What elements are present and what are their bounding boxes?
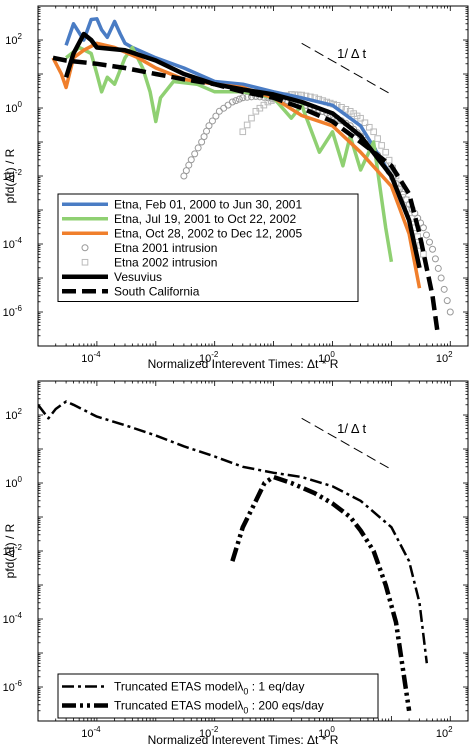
- series-group: [51, 17, 454, 331]
- y-tick-label: 100: [5, 100, 22, 115]
- series-0-3-marker: [205, 122, 213, 130]
- series-0-4-marker: [385, 156, 393, 164]
- series-0-3-marker: [224, 101, 232, 109]
- series-0-6-line: [52, 55, 440, 331]
- series-group: [38, 400, 429, 712]
- x-tick-label: 102: [436, 350, 453, 365]
- series-0-1-line: [65, 45, 394, 263]
- x-tick-label: 10-4: [81, 350, 101, 365]
- legend-entry-label: Truncated ETAS modelλ0 : 200 eqs/day: [114, 699, 324, 716]
- x-tick-label: 10-4: [81, 725, 101, 740]
- series-0-3-marker: [208, 117, 216, 125]
- series-0-4-marker: [243, 121, 251, 129]
- series-0-3-marker: [187, 156, 195, 164]
- legend-entry-label: Vesuvius: [114, 270, 162, 284]
- series-0-3-marker: [426, 238, 434, 246]
- series-0-4-marker: [239, 128, 247, 136]
- series-0-3-marker: [215, 107, 223, 115]
- y-axis-label: pfd(Δt) / R: [3, 523, 17, 578]
- series-0-3-marker: [422, 231, 430, 239]
- x-tick-label: 102: [436, 725, 453, 740]
- legend-entry-label: South California: [114, 284, 200, 298]
- series-0-4-marker: [374, 135, 381, 142]
- series-0-3-marker: [212, 112, 220, 120]
- y-tick-label: 10-4: [3, 236, 23, 251]
- series-0-3-marker: [235, 95, 243, 103]
- legend-entry-label: Etna 2002 intrusion: [114, 255, 217, 269]
- legend-box: [57, 193, 359, 302]
- series-0-4-marker: [361, 119, 369, 127]
- y-tick-label: 102: [5, 407, 22, 422]
- y-tick-label: 10-2: [3, 168, 23, 183]
- y-tick-label: 100: [5, 475, 22, 490]
- legend-entry-label: Etna 2001 intrusion: [114, 241, 217, 255]
- series-1-1-line: [230, 474, 412, 712]
- y-tick-label: 10-2: [3, 543, 23, 558]
- series-0-4-marker: [420, 250, 427, 258]
- series-0-3-marker: [431, 255, 439, 263]
- series-0-3-marker: [446, 308, 454, 316]
- series-0-4-marker: [357, 114, 364, 122]
- series-0-3-marker: [437, 274, 445, 282]
- series-0-3-marker: [419, 224, 427, 232]
- legend-entry-label: Truncated ETAS modelλ0 : 1 eq/day: [114, 680, 304, 697]
- series-0-4-marker: [264, 98, 272, 106]
- series-0-3-marker: [443, 297, 451, 305]
- slope-annotation-label: 1/ Δ t: [337, 421, 366, 436]
- legend-entry-label: Etna, Oct 28, 2002 to Dec 12, 2005: [114, 226, 302, 240]
- series-0-3-marker: [191, 150, 199, 158]
- series-0-4-marker: [342, 105, 350, 113]
- y-tick-label: 10-4: [3, 611, 23, 626]
- series-0-3-marker: [239, 94, 247, 102]
- series-1-0-line: [38, 400, 429, 664]
- series-0-3-marker: [228, 98, 236, 106]
- x-axis-label: Normalized Interevent Times: Δt * R: [148, 357, 339, 371]
- x-tick-label: 100: [318, 725, 335, 740]
- series-0-3-marker: [232, 97, 240, 105]
- y-tick-label: 10-6: [3, 679, 23, 694]
- series-0-4-marker: [378, 142, 385, 149]
- y-axis-label: pfd(Δt) / R: [3, 148, 17, 203]
- series-0-4-marker: [382, 148, 389, 156]
- series-0-3-marker: [194, 144, 202, 152]
- slope-reference-line: [301, 417, 392, 470]
- x-tick-label: 10-2: [199, 725, 219, 740]
- series-0-4-marker: [370, 128, 377, 136]
- series-0-3-marker: [429, 245, 437, 253]
- top-chart: 10-4 10-2 100 102 102 100 10-2 10-4 10-6 Normaliz…: [3, 5, 469, 371]
- y-tick-label: 102: [5, 32, 22, 47]
- legend-box: [57, 673, 379, 719]
- series-0-4-marker: [248, 114, 255, 122]
- x-tick-label: 100: [318, 350, 335, 365]
- series-0-3-marker: [220, 104, 228, 112]
- x-tick-label: 10-2: [199, 350, 219, 365]
- bottom-chart: 10-4 10-2 100 102 102 100 10-2 10-4 10-6 Normaliz…: [3, 380, 469, 747]
- slope-annotation-label: 1/ Δ t: [337, 46, 366, 61]
- y-tick-label: 10-6: [3, 304, 23, 319]
- legend-swatch: [81, 258, 89, 266]
- x-axis-label: Normalized Interevent Times: Δt * R: [148, 733, 339, 747]
- slope-reference-line: [301, 42, 392, 95]
- series-0-3-marker: [434, 264, 442, 272]
- legend-entry-label: Etna, Feb 01, 2000 to Jun 30, 2001: [114, 197, 302, 211]
- legend-swatch: [81, 244, 89, 252]
- series-0-4-marker: [365, 123, 373, 131]
- legend-entry-label: Etna, Jul 19, 2001 to Oct 22, 2002: [114, 212, 296, 226]
- series-0-3-marker: [440, 285, 448, 293]
